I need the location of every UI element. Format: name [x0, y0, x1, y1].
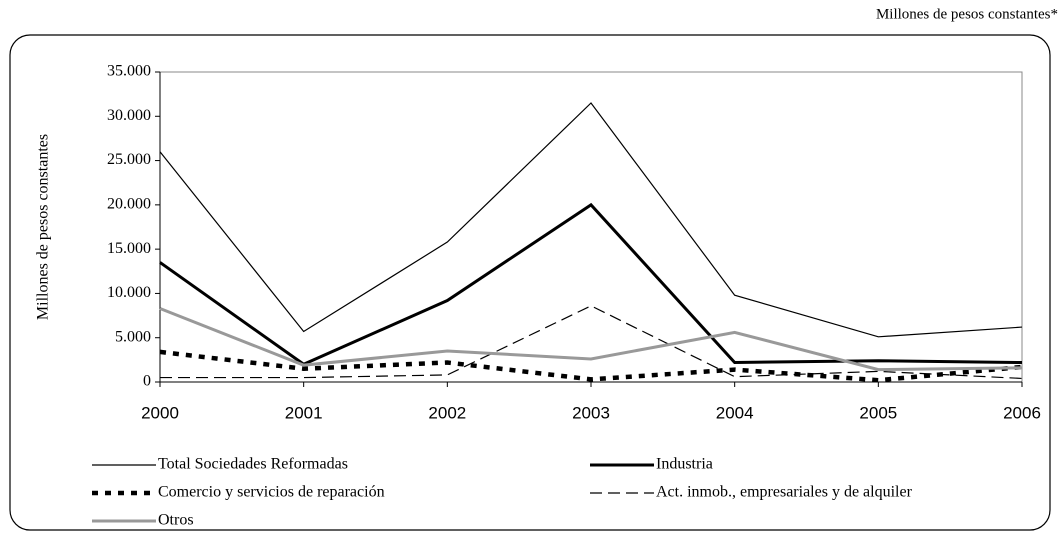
legend-label: Comercio y servicios de reparación — [158, 484, 385, 501]
legend-label: Industria — [656, 456, 713, 473]
y-axis-label: Millones de pesos constantes — [35, 134, 52, 320]
units-note: Millones de pesos constantes* — [876, 6, 1058, 22]
legend-label: Otros — [158, 512, 194, 529]
y-tick-label: 10.000 — [107, 284, 151, 301]
x-tick-label: 2000 — [141, 403, 179, 422]
series-line — [159, 307, 1023, 372]
y-tick-label: 5.000 — [115, 328, 151, 345]
x-tick-label: 2002 — [428, 403, 466, 422]
x-tick-label: 2005 — [859, 403, 897, 422]
x-tick-label: 2004 — [716, 403, 754, 422]
y-tick-label: 0 — [143, 373, 151, 390]
y-tick-label: 25.000 — [107, 151, 151, 168]
y-tick-label: 35.000 — [107, 63, 151, 80]
x-tick-label: 2001 — [285, 403, 323, 422]
series-line — [159, 102, 1023, 338]
y-tick-label: 20.000 — [107, 196, 151, 213]
series-line — [159, 202, 1023, 367]
y-tick-label: 30.000 — [107, 107, 151, 124]
chart-frame — [9, 34, 1051, 531]
y-tick-label: 15.000 — [107, 240, 151, 257]
legend-label: Total Sociedades Reformadas — [158, 456, 348, 473]
x-tick-label: 2003 — [572, 403, 610, 422]
series-line — [159, 349, 1023, 383]
x-tick-label: 2006 — [1003, 403, 1041, 422]
legend-label: Act. inmob., empresariales y de alquiler — [656, 484, 913, 501]
